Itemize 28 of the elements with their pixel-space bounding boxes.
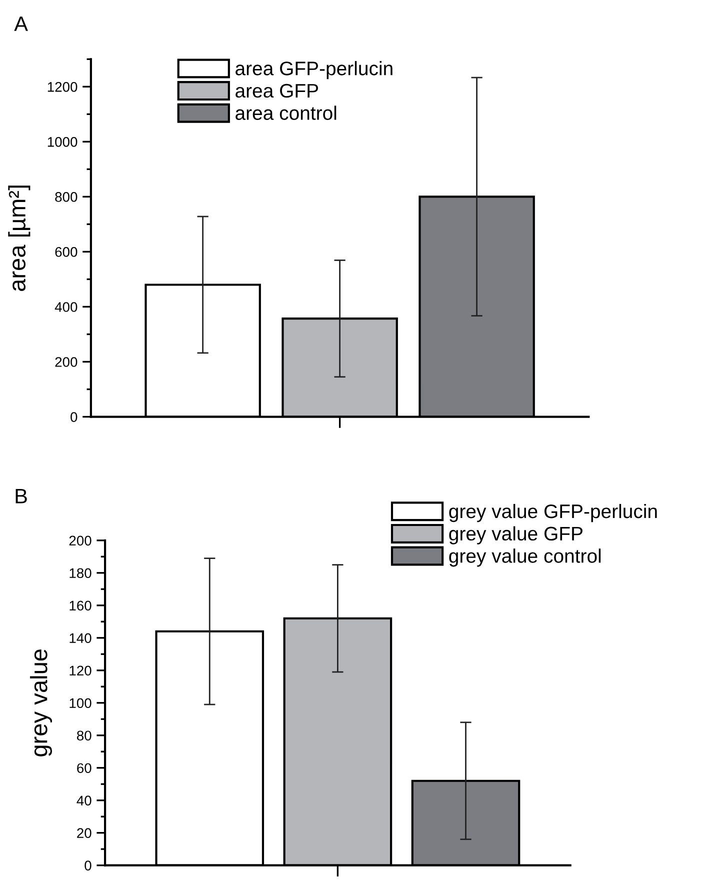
legend-label: area GFP-perlucin	[236, 61, 392, 80]
y-tick-label: 1200	[48, 82, 78, 92]
y-tick-label: 400	[54, 302, 78, 312]
legend-label: grey value GFP-perlucin	[449, 504, 657, 522]
y-tick-label: 40	[76, 796, 92, 806]
chart-title: A	[14, 16, 28, 31]
y-tick-label: 160	[70, 600, 92, 611]
legend-label: area control	[236, 106, 336, 120]
chart-title: B	[16, 488, 27, 504]
y-tick-label: 60	[77, 763, 92, 774]
legend-label: area GFP	[236, 84, 318, 98]
y-axis-title: grey value	[30, 649, 52, 756]
y-tick-label: 120	[70, 666, 92, 676]
y-tick-label: 180	[70, 568, 92, 578]
legend-label: grey value control	[449, 548, 601, 567]
y-tick-label: 20	[77, 828, 92, 838]
y-axis-title: area [µm²]	[8, 186, 30, 291]
y-tick-label: 80	[77, 730, 92, 741]
legend-label: grey value GFP	[449, 526, 582, 544]
y-tick-label: 600	[55, 247, 78, 257]
y-tick-label: 1000	[48, 137, 78, 147]
y-tick-label: 200	[55, 357, 78, 367]
y-tick-label: 800	[55, 192, 78, 202]
y-tick-label: 200	[69, 536, 92, 546]
y-tick-label: 100	[70, 698, 92, 708]
y-tick-label: 140	[70, 633, 92, 644]
y-tick-label: 0	[84, 860, 92, 871]
y-tick-label: 0	[70, 412, 78, 422]
